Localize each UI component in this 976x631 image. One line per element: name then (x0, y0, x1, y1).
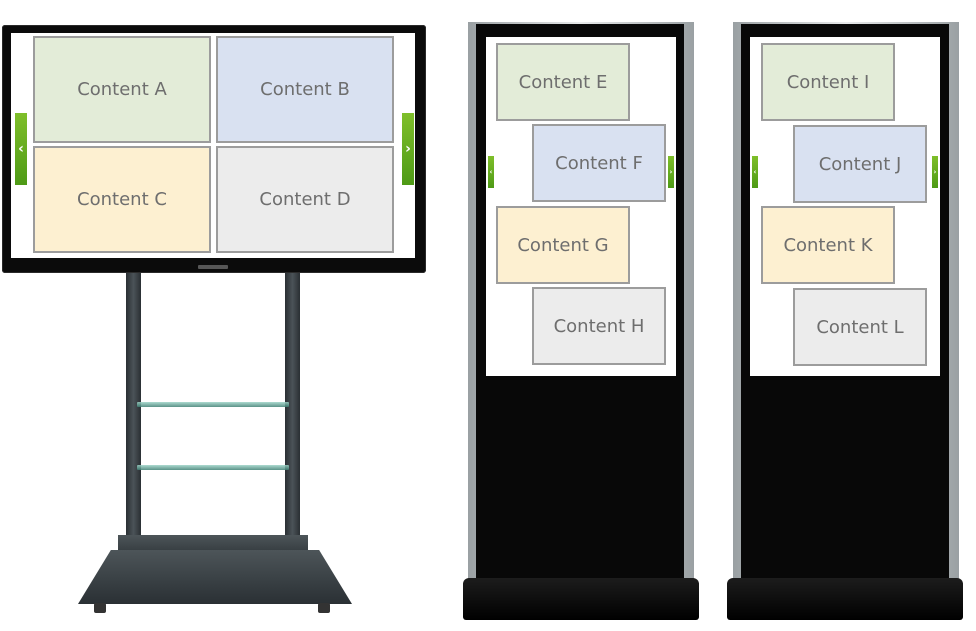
content-tile-e[interactable]: Content E (496, 43, 630, 121)
kiosk-1-screen: Content E Content F Content G Content H (486, 37, 676, 376)
content-tile-h[interactable]: Content H (532, 287, 666, 365)
chevron-left-icon[interactable]: ‹ (752, 156, 758, 188)
stand-shelf-lower (137, 465, 289, 470)
chevron-left-icon[interactable]: ‹ (488, 156, 494, 188)
tv-brand-logo (198, 265, 228, 269)
stand-pole-left (126, 272, 141, 547)
content-tile-k[interactable]: Content K (761, 206, 895, 284)
stand-shelf-upper (137, 402, 289, 407)
chevron-right-icon[interactable]: › (668, 156, 674, 188)
content-tile-l[interactable]: Content L (793, 288, 927, 366)
stand-base (78, 550, 352, 604)
landscape-display: Content A Content B Content C Content D (2, 25, 426, 273)
content-tile-f[interactable]: Content F (532, 124, 666, 202)
content-tile-b[interactable]: Content B (216, 36, 394, 143)
kiosk-2-screen: Content I Content J Content K Content L (750, 37, 940, 376)
chevron-right-icon[interactable]: › (402, 113, 414, 185)
content-tile-a[interactable]: Content A (33, 36, 211, 143)
landscape-display-screen: Content A Content B Content C Content D (11, 33, 415, 258)
stand-pole-right (285, 272, 300, 547)
kiosk-2-base (727, 578, 963, 620)
content-tile-g[interactable]: Content G (496, 206, 630, 284)
stand-wheel-right (318, 603, 330, 613)
kiosk-1-base (463, 578, 699, 620)
content-tile-i[interactable]: Content I (761, 43, 895, 121)
chevron-left-icon[interactable]: ‹ (15, 113, 27, 185)
chevron-right-icon[interactable]: › (932, 156, 938, 188)
content-tile-c[interactable]: Content C (33, 146, 211, 253)
content-tile-j[interactable]: Content J (793, 125, 927, 203)
stand-wheel-left (94, 603, 106, 613)
content-tile-d[interactable]: Content D (216, 146, 394, 253)
